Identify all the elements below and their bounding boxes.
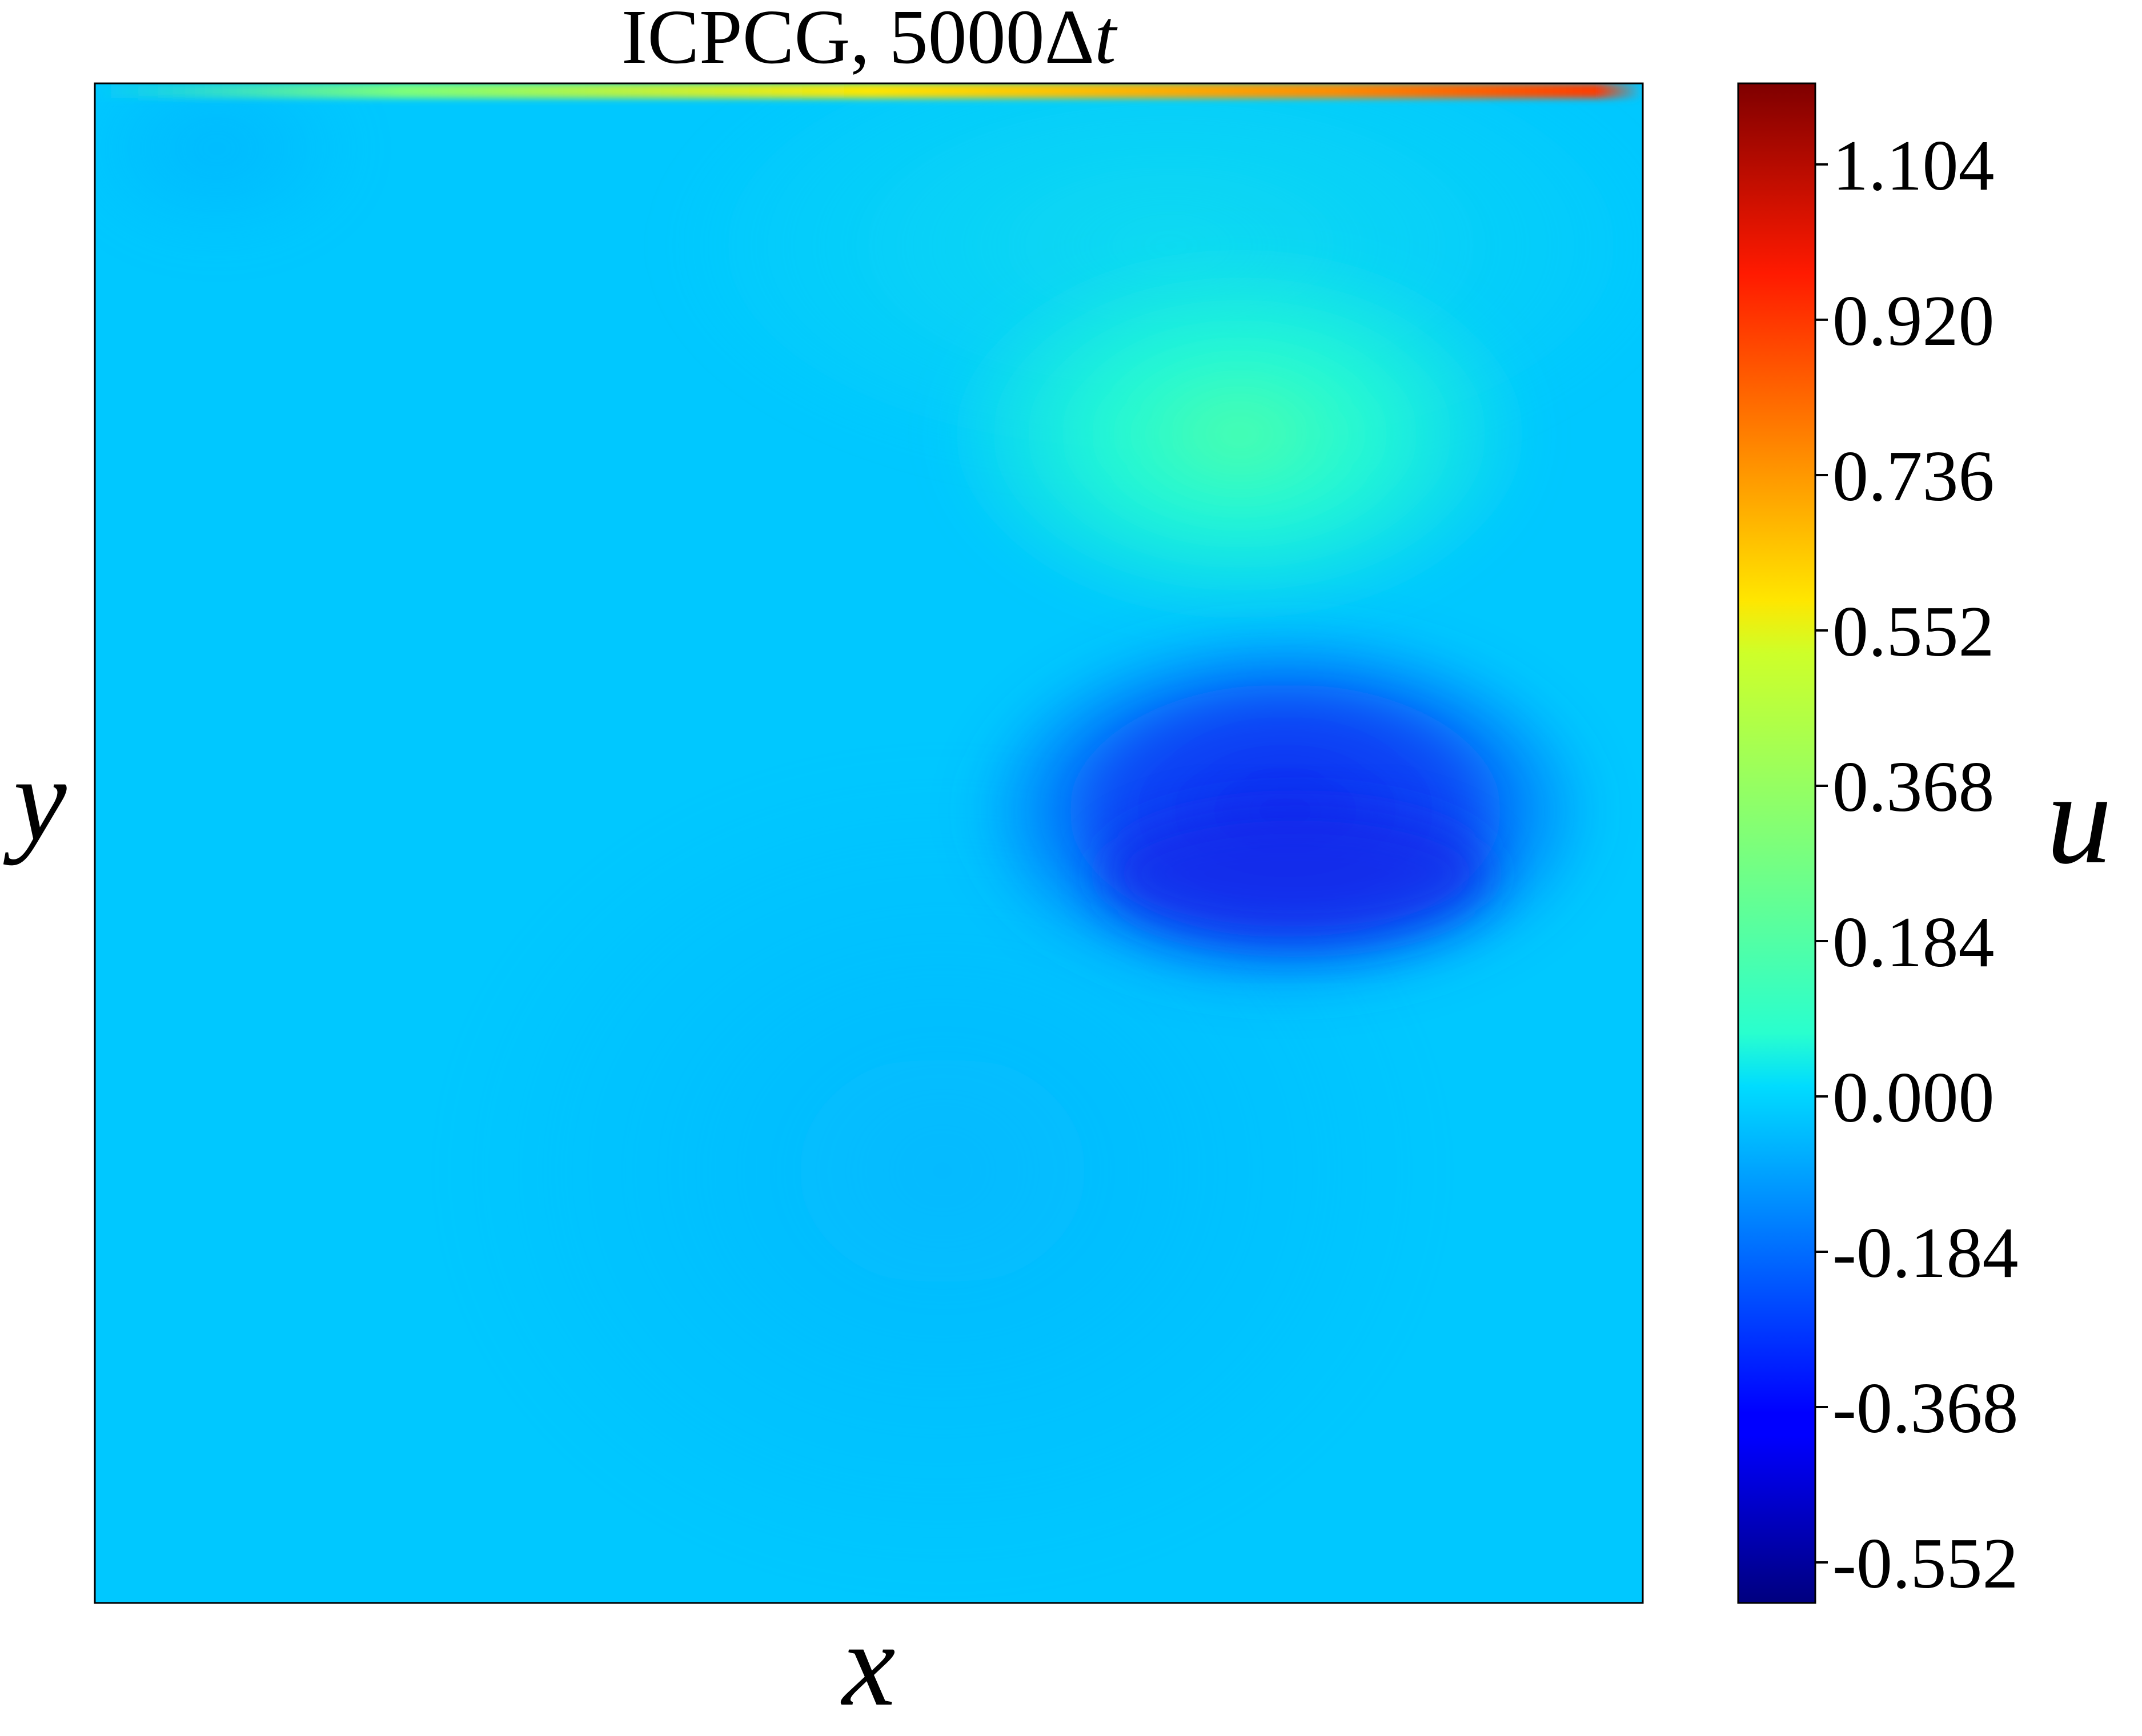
field-lid-band bbox=[95, 83, 1643, 98]
colorbar-tick-label: 0.920 bbox=[1832, 282, 1995, 361]
colorbar-tick-label: 0.736 bbox=[1832, 437, 1995, 516]
x-axis-label: x bbox=[840, 1598, 895, 1731]
plot-frame bbox=[94, 82, 1644, 1604]
colorbar-bar bbox=[1737, 82, 1816, 1604]
colorbar-tick-label: 1.104 bbox=[1832, 126, 1995, 206]
velocity-field-heatmap bbox=[95, 83, 1643, 1603]
colorbar-ticks: -0.552 -0.368 -0.184 0.000 0.184 0.368 0.552 0.… bbox=[1815, 126, 2018, 1604]
chart-title-variable: t bbox=[1094, 0, 1118, 80]
field-corner-negative-region bbox=[95, 83, 366, 251]
colorbar: -0.552 -0.368 -0.184 0.000 0.184 0.368 0.552 0.… bbox=[1737, 82, 2112, 1604]
colorbar-tick-label: 0.000 bbox=[1832, 1058, 1995, 1138]
field-negative-core bbox=[1102, 805, 1491, 942]
field-positive-blob bbox=[942, 246, 1537, 622]
chart-title-main: ICPCG, 5000Δ bbox=[621, 0, 1094, 80]
chart-title: ICPCG, 5000Δt bbox=[621, 0, 1118, 80]
colorbar-tick-label: 0.184 bbox=[1832, 903, 1995, 982]
y-axis-label: y bbox=[3, 733, 67, 866]
colorbar-label: u bbox=[2047, 745, 2112, 891]
colorbar-tick-label: 0.368 bbox=[1832, 748, 1995, 827]
colorbar-tick-label: -0.552 bbox=[1832, 1524, 2018, 1604]
colorbar-tick-label: 0.552 bbox=[1832, 592, 1995, 672]
colorbar-tick-label: -0.368 bbox=[1832, 1369, 2018, 1448]
colorbar-tick-label: -0.184 bbox=[1832, 1213, 2018, 1293]
